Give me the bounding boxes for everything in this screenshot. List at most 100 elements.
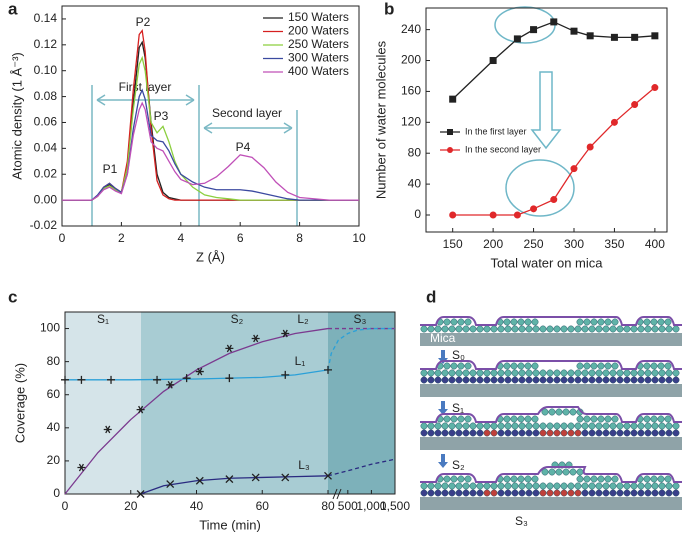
y-tick-label: 40 [408, 176, 422, 190]
molecule [455, 489, 463, 497]
molecule [497, 482, 505, 490]
molecule [427, 482, 435, 490]
molecule [650, 475, 658, 483]
molecule [623, 376, 631, 384]
molecule [560, 422, 568, 430]
x-tick-label: 300 [564, 237, 584, 251]
molecule [644, 489, 652, 497]
molecule [546, 376, 554, 384]
molecule [450, 318, 458, 326]
molecule [630, 429, 638, 437]
molecule [548, 468, 556, 476]
molecule [457, 475, 465, 483]
molecule [539, 482, 547, 490]
molecule [518, 489, 526, 497]
marker [136, 490, 145, 498]
molecule [616, 482, 624, 490]
molecule [469, 422, 477, 430]
molecule [630, 369, 638, 377]
molecule [483, 429, 491, 437]
molecule [595, 482, 603, 490]
molecule [665, 376, 673, 384]
y-tick-label: 40 [47, 420, 61, 434]
water-surface [420, 466, 682, 483]
molecule [483, 489, 491, 497]
marker [570, 165, 578, 173]
molecule [511, 376, 519, 384]
molecule [510, 475, 518, 483]
molecule [616, 429, 624, 437]
x-tick-label: 40 [190, 499, 204, 513]
molecule [650, 362, 658, 370]
molecule [644, 482, 652, 490]
annotation: P1 [103, 162, 118, 176]
molecule [510, 318, 518, 326]
molecule [651, 369, 659, 377]
molecule [483, 482, 491, 490]
molecule [583, 362, 591, 370]
molecule [567, 422, 575, 430]
legend-label: In the first layer [465, 126, 527, 136]
molecule [490, 422, 498, 430]
marker [570, 27, 578, 35]
molecule [539, 429, 547, 437]
molecule [588, 325, 596, 333]
water-surface [420, 406, 682, 423]
annotation: S₃ [354, 312, 367, 326]
marker [103, 425, 112, 434]
x-tick-label: 500 [338, 499, 358, 513]
molecule [643, 415, 651, 423]
annotation: P2 [136, 15, 151, 29]
molecule [581, 482, 589, 490]
molecule [602, 489, 610, 497]
molecule [623, 482, 631, 490]
molecule [511, 489, 519, 497]
annotation: Second layer [212, 106, 282, 120]
molecule [658, 376, 666, 384]
molecule [469, 376, 477, 384]
molecule [434, 376, 442, 384]
molecule [665, 325, 673, 333]
mica-slab [420, 333, 682, 346]
molecule [476, 482, 484, 490]
molecule [462, 489, 470, 497]
marker [550, 196, 558, 204]
y-tick-label: 0.02 [34, 166, 58, 180]
molecule [623, 429, 631, 437]
molecule [490, 482, 498, 490]
molecule [539, 422, 547, 430]
x-tick-label: 60 [256, 499, 270, 513]
x-axis-label: Time (min) [199, 517, 261, 532]
panel-label: b [384, 0, 394, 18]
molecule [464, 362, 472, 370]
molecule [553, 422, 561, 430]
molecule [637, 429, 645, 437]
molecule [511, 325, 519, 333]
molecule [576, 362, 584, 370]
molecule [650, 318, 658, 326]
molecule [590, 362, 598, 370]
molecule [441, 429, 449, 437]
molecule [590, 318, 598, 326]
marker [195, 476, 204, 485]
molecule [427, 369, 435, 377]
molecule [588, 376, 596, 384]
molecule [532, 325, 540, 333]
molecule [637, 422, 645, 430]
molecule [441, 325, 449, 333]
molecule [553, 429, 561, 437]
x-tick-label: 4 [177, 231, 184, 245]
molecule [476, 429, 484, 437]
x-tick-label: 0 [59, 231, 66, 245]
molecule [525, 369, 533, 377]
molecule [504, 325, 512, 333]
molecule [637, 482, 645, 490]
molecule [650, 415, 658, 423]
marker [489, 57, 497, 65]
molecule [616, 369, 624, 377]
molecule [576, 475, 584, 483]
region-s2 [141, 312, 328, 494]
molecule [490, 489, 498, 497]
molecule [469, 325, 477, 333]
